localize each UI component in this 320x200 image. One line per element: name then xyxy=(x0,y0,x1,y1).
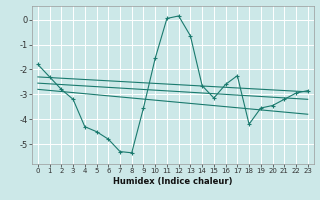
X-axis label: Humidex (Indice chaleur): Humidex (Indice chaleur) xyxy=(113,177,233,186)
